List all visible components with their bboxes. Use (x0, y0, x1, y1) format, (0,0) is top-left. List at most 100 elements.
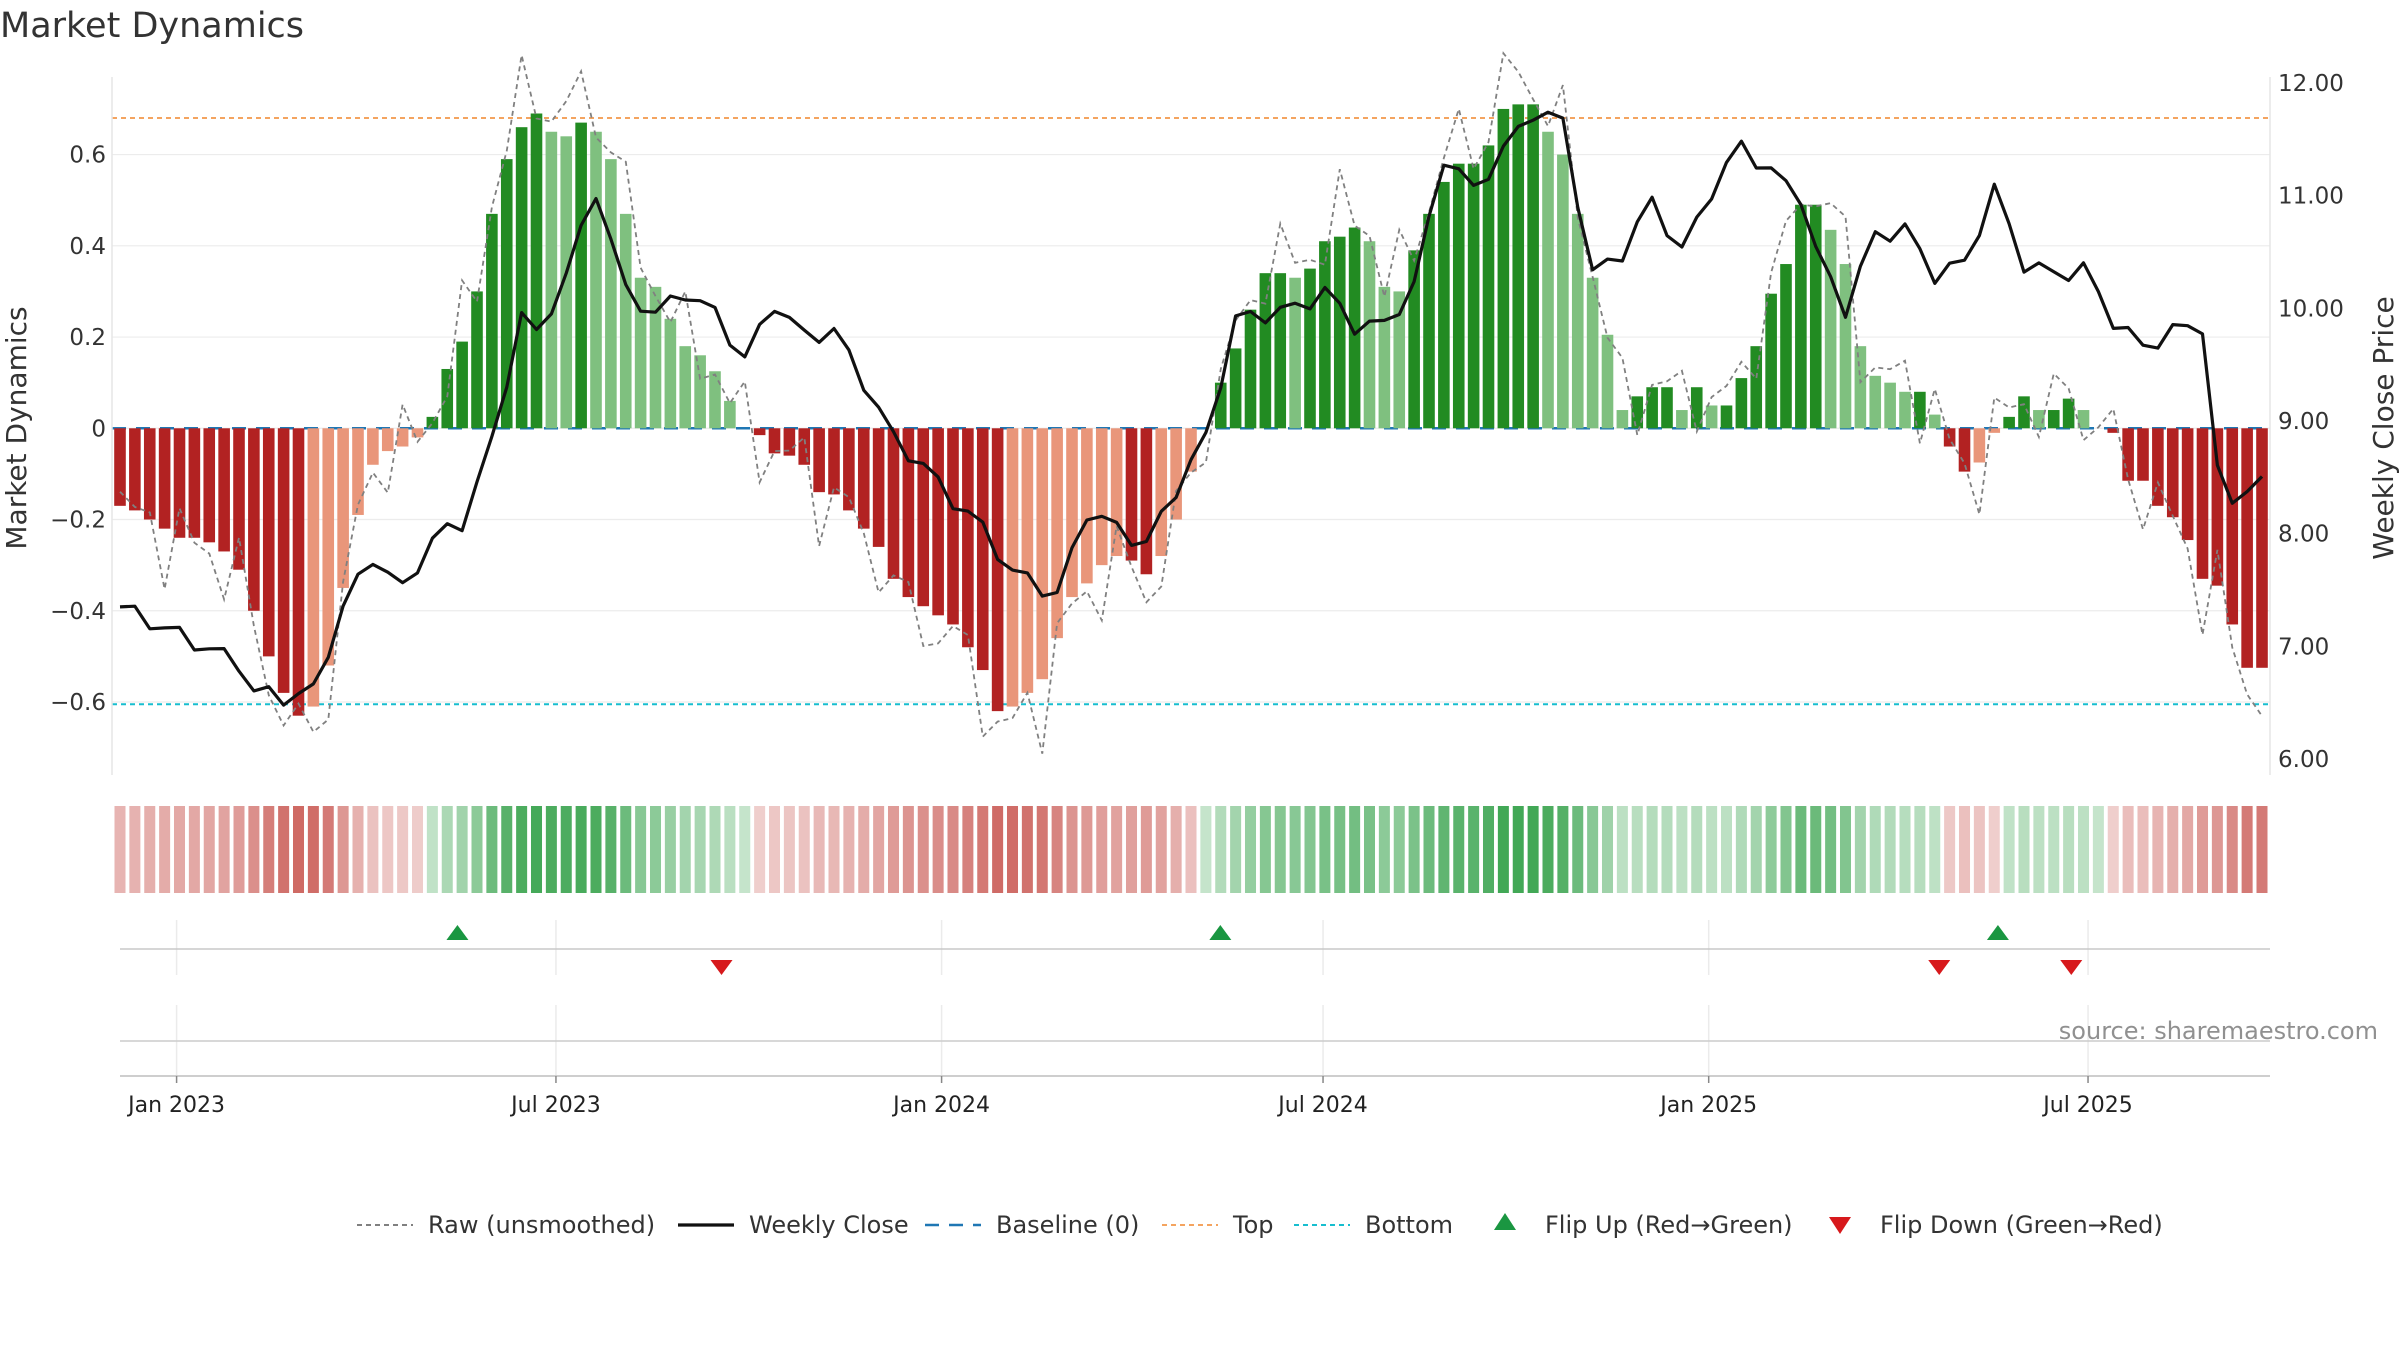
regime-strip-cell (768, 806, 781, 893)
axes: −0.6 −0.4 −0.2 0 0.2 0.4 0.6 6.00 7.00 8.00 9.00 10… (50, 71, 2344, 775)
regime-strip-cell (263, 806, 275, 893)
flip-down-marker (710, 960, 733, 975)
dynamics-bar (233, 428, 245, 570)
dynamics-bar (1646, 387, 1658, 429)
dynamics-bar (768, 428, 781, 454)
left-tick-label: −0.2 (50, 508, 106, 534)
regime-strip-cell (1319, 806, 1331, 893)
legend-swatch-flip-up (1494, 1213, 1516, 1230)
dynamics-bar (2196, 428, 2209, 579)
regime-strip-cell (2137, 806, 2149, 893)
regime-strip-cell (2256, 806, 2268, 893)
regime-strip-cell (2003, 806, 2015, 893)
dynamics-bar (991, 428, 1004, 712)
dynamics-bar (1125, 428, 1138, 561)
reference-lines (112, 117, 2270, 706)
regime-strip-cell (1944, 806, 1956, 893)
regime-strip-cell (1259, 806, 1271, 893)
x-tick-label: Jan 2024 (891, 1093, 990, 1118)
dynamics-bar (1095, 428, 1108, 566)
dynamics-bar (1482, 145, 1495, 429)
dynamics-bar (1378, 286, 1391, 429)
regime-strip-cell (233, 806, 245, 893)
dynamics-bar (1423, 213, 1435, 429)
x-tick-label: Jan 2023 (126, 1093, 225, 1118)
dynamics-bar (277, 428, 290, 693)
regime-strip-cell (1230, 806, 1242, 893)
dynamics-bar (1289, 277, 1301, 429)
dynamics-bar (1676, 410, 1688, 429)
regime-strip-cell (1720, 806, 1733, 893)
dynamics-bar (1765, 293, 1777, 429)
dynamics-bar (486, 213, 498, 429)
regime-strip-cell (2152, 806, 2164, 893)
regime-strip-cell (1304, 806, 1316, 893)
dynamics-bar (1006, 428, 1019, 707)
regime-strip-cell (1021, 806, 1033, 893)
dynamics-bar (1616, 410, 1629, 429)
regime-strip-cell (1735, 806, 1747, 893)
flip-up-marker (1209, 925, 1232, 940)
dynamics-bar (515, 127, 528, 429)
regime-strip-cell (1988, 806, 2000, 893)
regime-strip-cell (1036, 806, 1048, 893)
regime-strip-cell (992, 806, 1004, 893)
left-tick-label: 0.2 (69, 325, 106, 351)
regime-strip-cell (1468, 806, 1480, 893)
regime-strip-cell (709, 806, 721, 893)
regime-strip-cell (2211, 806, 2223, 893)
dynamics-bar (1393, 291, 1406, 429)
plot-grid (112, 153, 2270, 1075)
regime-strip-cell (1393, 806, 1405, 893)
regime-strip-cell (724, 806, 736, 893)
regime-strip-cell (1661, 806, 1673, 893)
regime-strip-cell (962, 806, 974, 893)
dynamics-bar (2003, 416, 2015, 429)
regime-strip-cell (947, 806, 959, 893)
regime-strip-cell (1750, 806, 1762, 893)
dynamics-bar (307, 428, 320, 707)
left-tick-label: 0.6 (69, 143, 106, 169)
dynamics-bar (679, 346, 692, 429)
dynamics-bar (1140, 428, 1153, 575)
dynamics-bar (1348, 227, 1361, 429)
dynamics-bar (694, 355, 706, 429)
dynamics-bar (2107, 428, 2120, 433)
dynamics-bar (292, 428, 305, 716)
regime-strip-cell (1601, 806, 1614, 893)
dynamics-bar (2077, 410, 2090, 429)
regime-strip-cell (1527, 806, 1539, 893)
regime-strip-cell (1081, 806, 1093, 893)
dynamics-bar (2181, 428, 2194, 541)
regime-strip-cell (679, 806, 691, 893)
dynamics-bar (1735, 378, 1748, 429)
x-tick-label: Jul 2025 (2041, 1093, 2133, 1118)
left-tick-label: −0.6 (50, 690, 106, 716)
dynamics-bar (173, 428, 186, 538)
regime-strip-cell (218, 806, 230, 893)
dynamics-bar (203, 428, 216, 543)
regime-strip-cell (1557, 806, 1569, 893)
series-lines (119, 51, 2264, 754)
dynamics-bar (2062, 398, 2075, 429)
dynamics-bar (456, 341, 468, 429)
dynamics-bar (114, 428, 126, 506)
dynamics-bar (1869, 375, 1882, 429)
right-axis-label: Weekly Close Price (2367, 296, 2400, 559)
regime-strip-cell (426, 806, 438, 893)
regime-strip-cell (292, 806, 305, 893)
regime-strip-cell (1066, 806, 1078, 893)
regime-strip-cell (1676, 806, 1688, 893)
dynamics-bar (471, 291, 483, 429)
regime-strip-cell (2077, 806, 2090, 893)
regime-strip-cell (173, 806, 186, 893)
dynamics-bar (129, 428, 141, 511)
regime-strip-cell (1274, 806, 1286, 893)
dynamics-bar (1824, 229, 1837, 429)
dynamics-bar (381, 428, 394, 452)
dynamics-bar (1512, 104, 1525, 429)
dynamics-bar (1809, 204, 1822, 429)
regime-strip-cell (2107, 806, 2119, 893)
regime-strip-cell (367, 806, 379, 893)
regime-strip-cell (843, 806, 855, 893)
